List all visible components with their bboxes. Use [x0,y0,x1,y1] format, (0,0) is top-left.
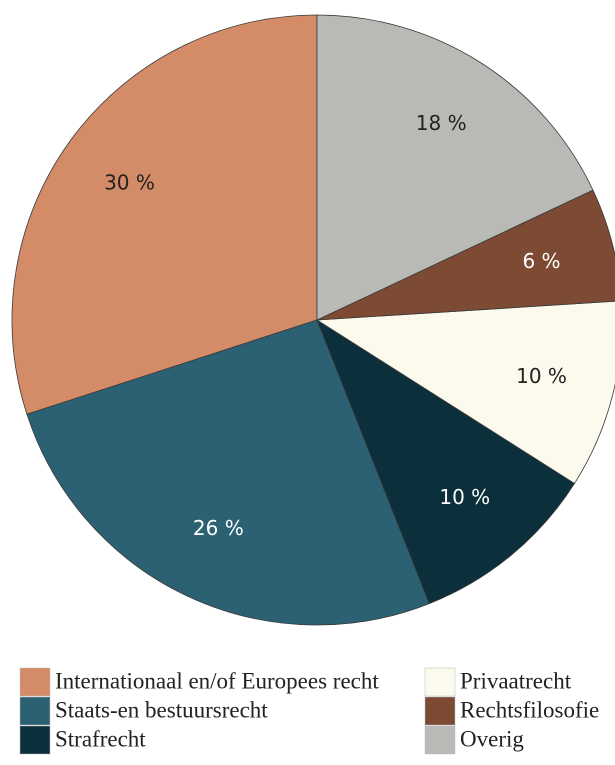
value-label: 10 % [439,485,490,509]
legend-swatch [424,725,456,755]
legend-label: Privaatrecht [460,668,572,693]
legend-swatch [19,696,51,726]
legend-label: Internationaal en/of Europees recht [55,668,379,693]
pie-slice [315,300,615,484]
legend-swatch [19,667,51,697]
legend-label: Staats-en bestuursrecht [55,697,268,722]
value-label: 26 % [193,516,244,540]
pie-slice [11,14,318,415]
legend-swatch [424,696,456,726]
value-label: 10 % [516,364,567,388]
legend-label: Overig [460,726,524,751]
legend-label: Rechtsfilosofie [460,697,599,722]
value-label: 30 % [104,170,155,194]
legend-swatch [424,667,456,697]
legend-swatch [19,725,51,755]
pie-slice [316,14,594,321]
pie-slice [26,319,430,626]
legend-label: Strafrecht [55,726,146,751]
value-label: 6 % [522,249,560,273]
value-label: 18 % [416,111,467,135]
pie-slice [316,319,576,605]
